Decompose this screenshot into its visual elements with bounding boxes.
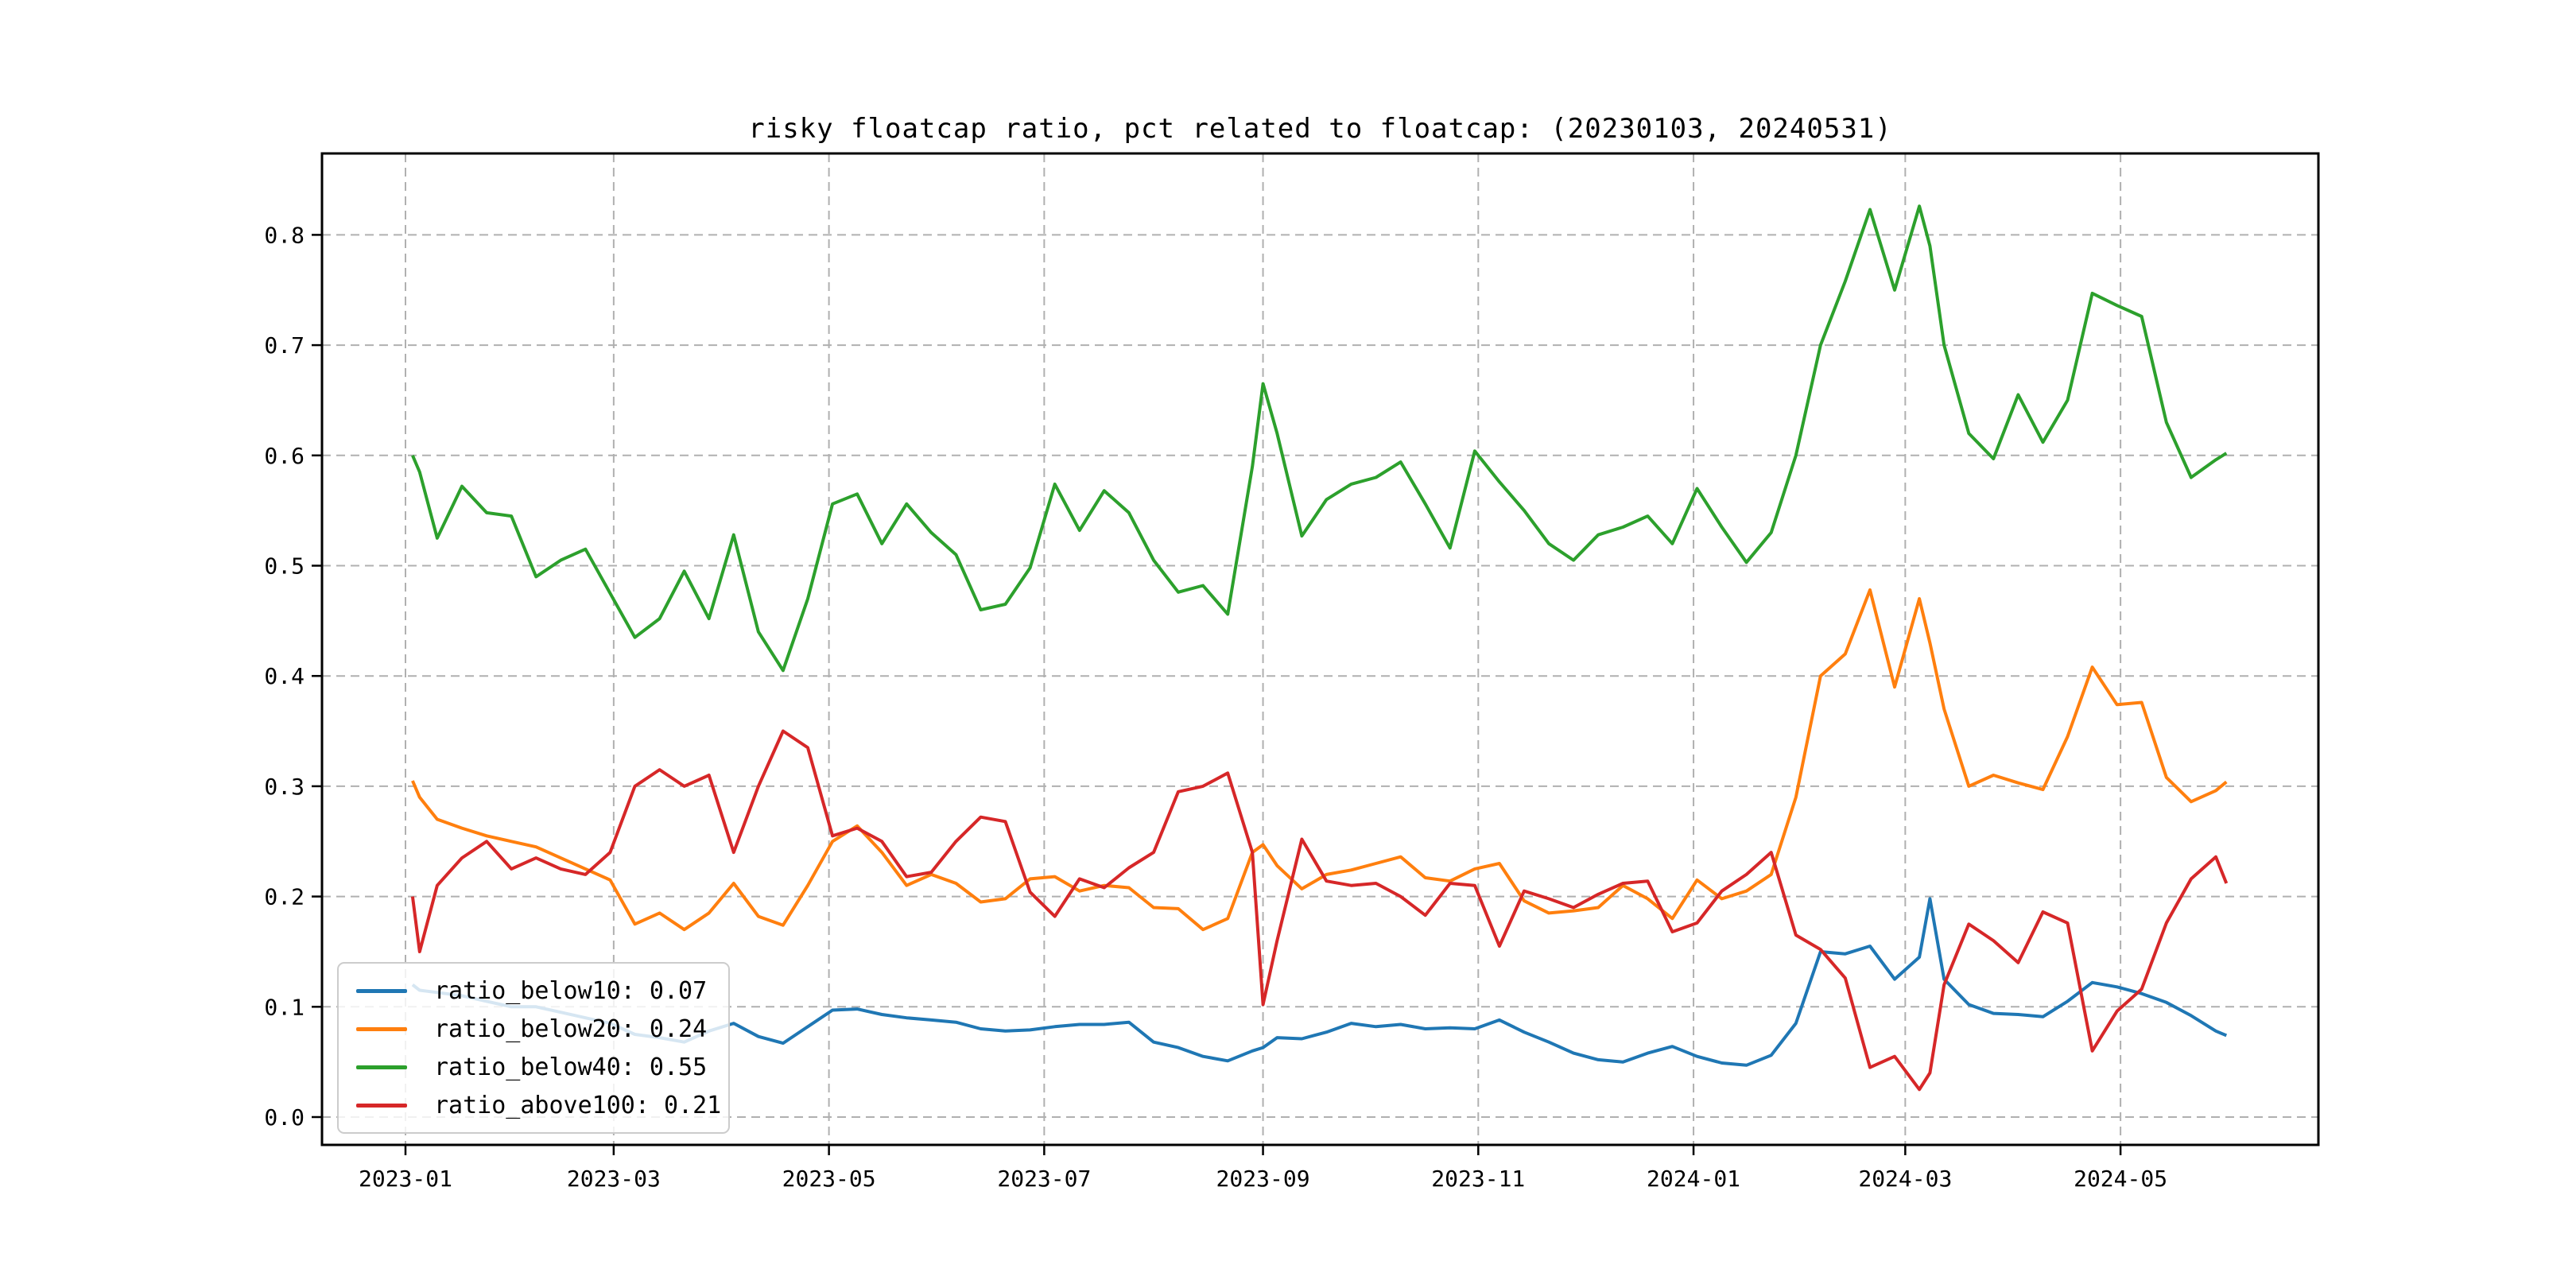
y-tick-label: 0.0 (264, 1104, 305, 1131)
x-tick-label: 2024-01 (1647, 1166, 1740, 1192)
y-tick-label: 0.3 (264, 774, 305, 800)
x-tick-label: 2024-03 (1858, 1166, 1952, 1192)
x-tick-label: 2024-05 (2074, 1166, 2167, 1192)
x-tick-label: 2023-01 (359, 1166, 452, 1192)
x-tick-label: 2023-05 (782, 1166, 876, 1192)
x-tick-label: 2023-09 (1216, 1166, 1310, 1192)
legend-item-ratio-below10: ratio_below10: 0.07 (356, 977, 711, 1005)
legend-label: ratio_below40: 0.55 (434, 1053, 708, 1081)
plot-frame (320, 152, 2320, 1146)
y-tick-label: 0.1 (264, 994, 305, 1020)
legend-line-swatch-green (356, 1065, 407, 1069)
legend-label: ratio_below10: 0.07 (434, 976, 708, 1005)
y-tick-label: 0.5 (264, 553, 305, 580)
y-tick-label: 0.4 (264, 663, 305, 689)
x-tick-label: 2023-07 (997, 1166, 1091, 1192)
y-tick-label: 0.2 (264, 884, 305, 910)
legend-line-swatch-red (356, 1103, 407, 1108)
legend-item-ratio-above100: ratio_above100: 0.21 (356, 1092, 721, 1119)
legend-label: ratio_above100: 0.21 (434, 1091, 722, 1119)
series-line-ratio_below20 (411, 588, 2228, 932)
legend-label: ratio_below20: 0.24 (434, 1014, 708, 1043)
legend-line-swatch-blue (356, 988, 407, 993)
y-tick-label: 0.8 (264, 222, 305, 248)
x-tick-label: 2023-03 (567, 1166, 661, 1192)
legend-box: ratio_below10: 0.07 ratio_below20: 0.24 … (337, 962, 730, 1134)
legend-item-ratio-below20: ratio_below20: 0.24 (356, 1015, 711, 1043)
legend-item-ratio-below40: ratio_below40: 0.55 (356, 1053, 711, 1081)
chart-title: risky floatcap ratio, pct related to flo… (748, 113, 1892, 145)
y-tick-label: 0.7 (264, 332, 305, 359)
x-tick-label: 2023-11 (1431, 1166, 1525, 1192)
y-tick-label: 0.6 (264, 443, 305, 469)
series-line-ratio_below40 (411, 204, 2228, 673)
series-line-ratio_above100 (410, 729, 2229, 1092)
legend-line-swatch-orange (356, 1026, 407, 1031)
